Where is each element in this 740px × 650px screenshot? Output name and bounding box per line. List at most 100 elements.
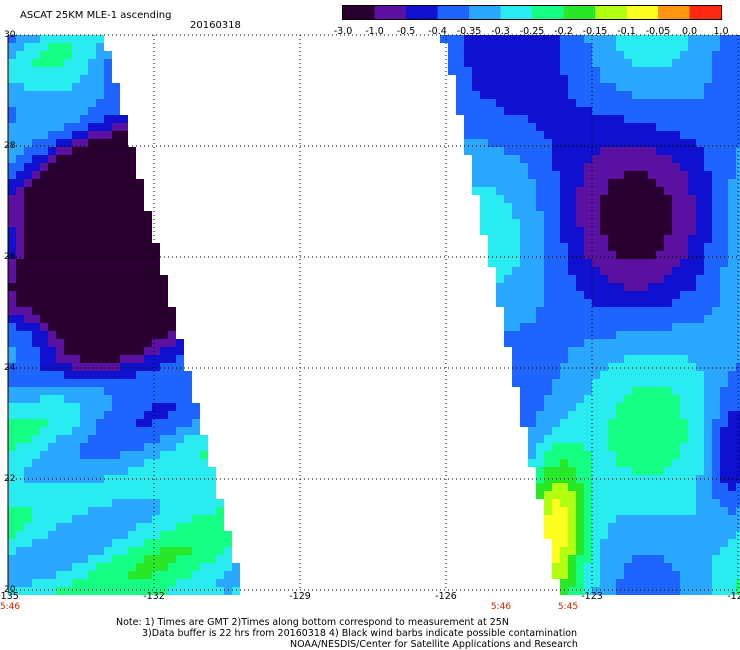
swath-cell bbox=[40, 339, 48, 347]
swath-cell bbox=[144, 323, 152, 331]
swath-cell bbox=[184, 443, 192, 451]
swath-cell bbox=[632, 283, 640, 291]
swath-cell bbox=[696, 339, 704, 347]
swath-cell bbox=[712, 51, 720, 59]
swath-cell bbox=[40, 147, 48, 155]
swath-cell bbox=[520, 43, 528, 51]
swath-cell bbox=[608, 219, 616, 227]
swath-cell bbox=[40, 379, 48, 387]
swath-cell bbox=[32, 291, 40, 299]
swath-cell bbox=[32, 147, 40, 155]
swath-cell bbox=[688, 267, 696, 275]
swath-cell bbox=[128, 163, 136, 171]
swath-cell bbox=[624, 539, 632, 547]
swath-cell bbox=[72, 43, 80, 51]
swath-cell bbox=[696, 123, 704, 131]
swath-cell bbox=[648, 123, 656, 131]
swath-cell bbox=[16, 395, 24, 403]
swath-cell bbox=[584, 211, 592, 219]
swath-cell bbox=[40, 243, 48, 251]
swath-cell bbox=[456, 99, 464, 107]
swath-cell bbox=[672, 299, 680, 307]
swath-cell bbox=[136, 371, 144, 379]
swath-cell bbox=[144, 395, 152, 403]
swath-cell bbox=[56, 299, 64, 307]
swath-cell bbox=[64, 283, 72, 291]
swath-cell bbox=[648, 555, 656, 563]
swath-cell bbox=[72, 179, 80, 187]
swath-cell bbox=[40, 387, 48, 395]
swath-cell bbox=[544, 131, 552, 139]
swath-cell bbox=[664, 179, 672, 187]
swath-cell bbox=[688, 35, 696, 43]
swath-cell bbox=[112, 91, 120, 99]
swath-cell bbox=[584, 115, 592, 123]
swath-cell bbox=[664, 347, 672, 355]
swath-cell bbox=[24, 211, 32, 219]
swath-cell bbox=[224, 555, 232, 563]
swath-cell bbox=[680, 123, 688, 131]
swath-cell bbox=[656, 123, 664, 131]
swath-cell bbox=[552, 211, 560, 219]
swath-cell bbox=[608, 195, 616, 203]
swath-cell bbox=[48, 387, 56, 395]
swath-cell bbox=[632, 395, 640, 403]
swath-cell bbox=[696, 139, 704, 147]
swath-cell bbox=[720, 131, 728, 139]
swath-cell bbox=[728, 419, 736, 427]
color-scale-segment bbox=[406, 6, 438, 19]
swath-cell bbox=[568, 115, 576, 123]
swath-cell bbox=[552, 155, 560, 163]
swath-cell bbox=[664, 123, 672, 131]
swath-cell bbox=[512, 211, 520, 219]
swath-cell bbox=[648, 251, 656, 259]
swath-cell bbox=[536, 427, 544, 435]
swath-cell bbox=[184, 587, 192, 595]
swath-cell bbox=[592, 155, 600, 163]
swath-cell bbox=[24, 51, 32, 59]
swath-cell bbox=[120, 195, 128, 203]
swath-cell bbox=[720, 331, 728, 339]
swath-cell bbox=[120, 555, 128, 563]
swath-cell bbox=[576, 307, 584, 315]
swath-cell bbox=[624, 91, 632, 99]
swath-cell bbox=[56, 123, 64, 131]
swath-cell bbox=[568, 203, 576, 211]
swath-cell bbox=[600, 275, 608, 283]
swath-cell bbox=[728, 99, 736, 107]
swath-cell bbox=[88, 219, 96, 227]
swath-cell bbox=[488, 179, 496, 187]
swath-cell bbox=[712, 107, 720, 115]
swath-cell bbox=[688, 211, 696, 219]
swath-cell bbox=[712, 443, 720, 451]
swath-cell bbox=[608, 35, 616, 43]
swath-cell bbox=[184, 547, 192, 555]
swath-cell bbox=[168, 323, 176, 331]
swath-cell bbox=[688, 499, 696, 507]
swath-cell bbox=[576, 523, 584, 531]
swath-cell bbox=[72, 411, 80, 419]
swath-cell bbox=[120, 227, 128, 235]
swath-cell bbox=[16, 451, 24, 459]
swath-cell bbox=[640, 91, 648, 99]
swath-cell bbox=[8, 563, 16, 571]
swath-cell bbox=[672, 491, 680, 499]
swath-cell bbox=[88, 139, 96, 147]
swath-cell bbox=[128, 507, 136, 515]
swath-cell bbox=[552, 43, 560, 51]
swath-cell bbox=[688, 555, 696, 563]
swath-cell bbox=[64, 491, 72, 499]
swath-cell bbox=[536, 43, 544, 51]
swath-cell bbox=[16, 459, 24, 467]
swath-cell bbox=[8, 435, 16, 443]
swath-cell bbox=[80, 451, 88, 459]
swath-cell bbox=[96, 107, 104, 115]
swath-cell bbox=[72, 99, 80, 107]
swath-cell bbox=[528, 315, 536, 323]
swath-cell bbox=[488, 163, 496, 171]
swath-cell bbox=[200, 563, 208, 571]
swath-cell bbox=[112, 155, 120, 163]
swath-cell bbox=[88, 539, 96, 547]
swath-cell bbox=[72, 243, 80, 251]
swath-cell bbox=[656, 107, 664, 115]
